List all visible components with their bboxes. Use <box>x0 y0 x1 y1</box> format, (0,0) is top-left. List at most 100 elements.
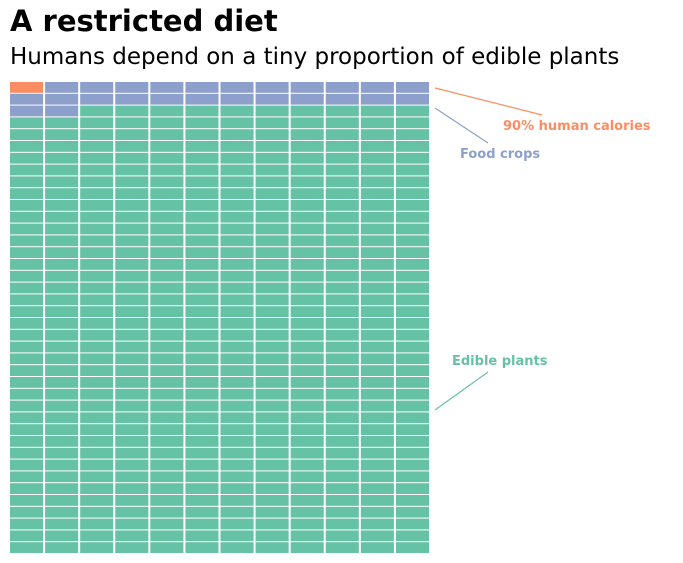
waffle-cell <box>290 117 324 129</box>
waffle-cell <box>10 93 44 105</box>
waffle-cell <box>115 188 149 199</box>
waffle-cell <box>185 235 219 247</box>
waffle-cell <box>115 282 149 294</box>
waffle-cell <box>360 129 394 140</box>
waffle-cell <box>395 294 429 306</box>
waffle-cell <box>80 530 114 542</box>
waffle-cell <box>80 459 114 471</box>
waffle-cell <box>255 459 289 471</box>
waffle-cell <box>220 176 254 188</box>
waffle-cell <box>10 388 44 400</box>
waffle-cell <box>10 530 44 542</box>
waffle-cell <box>185 459 219 471</box>
waffle-cell <box>290 436 324 447</box>
waffle-cell <box>325 247 359 258</box>
waffle-cell <box>10 318 44 329</box>
annotation-food-crops: Food crops <box>460 147 540 162</box>
waffle-cell <box>325 506 359 518</box>
waffle-cell <box>80 506 114 518</box>
waffle-cell <box>220 117 254 129</box>
waffle-cell <box>290 341 324 353</box>
waffle-cell <box>255 282 289 294</box>
waffle-cell <box>45 93 79 105</box>
waffle-cell <box>115 259 149 270</box>
waffle-cell <box>80 483 114 494</box>
waffle-cell <box>10 400 44 412</box>
waffle-cell <box>115 318 149 329</box>
waffle-cell <box>45 436 79 447</box>
waffle-cell <box>220 93 254 105</box>
waffle-cell <box>220 353 254 365</box>
waffle-cell <box>360 188 394 199</box>
waffle-cell <box>360 530 394 542</box>
waffle-cell <box>80 518 114 530</box>
waffle-cell <box>395 471 429 483</box>
waffle-cell <box>185 282 219 294</box>
waffle-cell <box>10 365 44 376</box>
waffle-cell <box>290 530 324 542</box>
waffle-cell <box>115 436 149 447</box>
waffle-cell <box>115 211 149 223</box>
waffle-cell <box>80 188 114 199</box>
waffle-cell <box>185 447 219 459</box>
waffle-cell <box>325 377 359 388</box>
waffle-cell <box>290 518 324 530</box>
waffle-cell <box>255 506 289 518</box>
waffle-cell <box>290 152 324 164</box>
chart-subtitle: Humans depend on a tiny proportion of ed… <box>10 44 620 70</box>
waffle-cell <box>80 365 114 376</box>
waffle-cell <box>360 247 394 258</box>
waffle-cell <box>45 141 79 152</box>
waffle-cell <box>220 530 254 542</box>
waffle-cell <box>325 82 359 93</box>
waffle-cell <box>325 164 359 176</box>
waffle-cell <box>10 223 44 235</box>
waffle-cell <box>395 318 429 329</box>
waffle-cell <box>150 129 184 140</box>
waffle-cell <box>80 176 114 188</box>
waffle-cell <box>360 459 394 471</box>
waffle-cell <box>185 176 219 188</box>
waffle-cell <box>115 329 149 341</box>
waffle-cell <box>45 306 79 317</box>
waffle-cell <box>325 412 359 424</box>
waffle-cell <box>45 259 79 270</box>
waffle-cell <box>150 152 184 164</box>
waffle-cell <box>115 247 149 258</box>
waffle-cell <box>395 306 429 317</box>
waffle-cell <box>325 93 359 105</box>
waffle-cell <box>10 495 44 506</box>
waffle-cell <box>185 259 219 270</box>
waffle-cell <box>360 424 394 435</box>
waffle-cell <box>290 282 324 294</box>
waffle-cell <box>325 200 359 211</box>
waffle-cell <box>185 270 219 282</box>
waffle-cell <box>290 365 324 376</box>
waffle-cell <box>185 388 219 400</box>
waffle-cell <box>325 270 359 282</box>
waffle-cell <box>185 318 219 329</box>
waffle-cell <box>185 306 219 317</box>
waffle-cell <box>150 377 184 388</box>
waffle-cell <box>150 93 184 105</box>
waffle-cell <box>80 495 114 506</box>
waffle-cell <box>395 388 429 400</box>
waffle-cell <box>220 247 254 258</box>
waffle-cell <box>80 318 114 329</box>
waffle-cell <box>115 495 149 506</box>
waffle-cell <box>220 306 254 317</box>
waffle-cell <box>255 82 289 93</box>
waffle-cell <box>255 141 289 152</box>
waffle-cell <box>115 483 149 494</box>
waffle-cell <box>115 400 149 412</box>
waffle-cell <box>255 223 289 235</box>
waffle-cell <box>185 211 219 223</box>
waffle-cell <box>360 318 394 329</box>
waffle-cell <box>395 129 429 140</box>
waffle-cell <box>150 471 184 483</box>
waffle-cell <box>395 400 429 412</box>
waffle-cell <box>150 412 184 424</box>
waffle-cell <box>255 152 289 164</box>
waffle-cell <box>80 329 114 341</box>
waffle-cell <box>45 518 79 530</box>
